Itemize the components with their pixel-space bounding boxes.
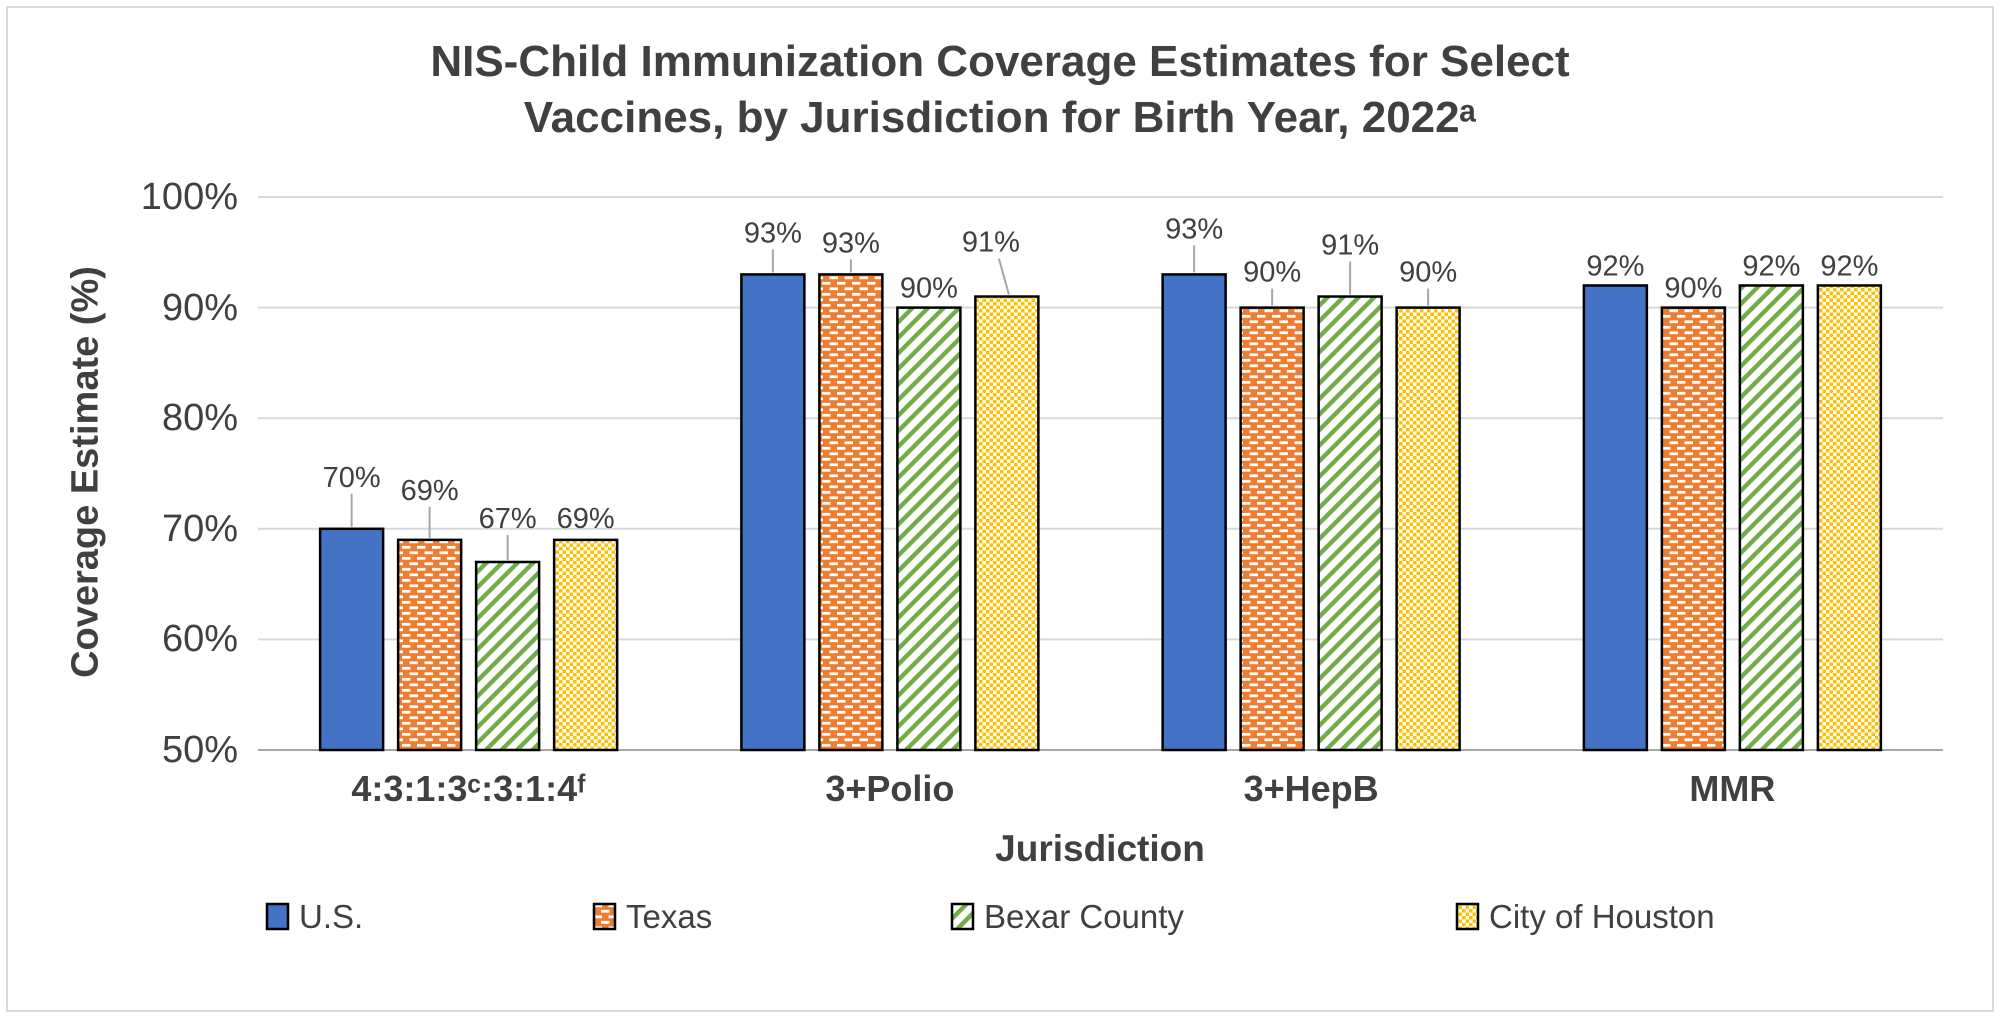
data-label: 93% bbox=[822, 227, 880, 259]
legend-label: Bexar County bbox=[984, 898, 1184, 935]
bar-city-of-houston-cat2 bbox=[974, 295, 1040, 752]
legend-item-city-of-houston: City of Houston bbox=[1455, 898, 1715, 935]
data-label: 70% bbox=[323, 462, 381, 494]
legend-label: City of Houston bbox=[1489, 898, 1715, 935]
chart-title-line2: Vaccines, by Jurisdiction for Birth Year… bbox=[523, 93, 1477, 142]
y-tick-label: 90% bbox=[161, 286, 238, 329]
data-label: 67% bbox=[479, 503, 537, 535]
bar-u-s--cat4 bbox=[1582, 284, 1649, 752]
bar-bexar-county-cat1 bbox=[474, 560, 541, 752]
bar-bexar-county-cat2 bbox=[896, 306, 962, 752]
y-tick-label: 100% bbox=[140, 176, 238, 218]
bar-u-s--cat1 bbox=[318, 527, 385, 752]
y-tick-label: 60% bbox=[161, 618, 238, 661]
bar-city-of-houston-cat3 bbox=[1395, 306, 1461, 752]
data-label: 69% bbox=[401, 475, 459, 507]
bar-texas-cat2 bbox=[818, 273, 884, 752]
data-label-leader-line bbox=[997, 258, 1010, 295]
x-category-label: MMR bbox=[1689, 768, 1776, 809]
legend-swatch-icon bbox=[265, 902, 290, 931]
y-tick-label: 80% bbox=[161, 397, 238, 440]
bar-bexar-county-cat3 bbox=[1317, 295, 1383, 752]
legend-label: Texas bbox=[626, 898, 713, 935]
data-label: 69% bbox=[557, 503, 615, 535]
legend-item-texas: Texas bbox=[592, 898, 713, 935]
legend-swatch-icon bbox=[1455, 902, 1480, 931]
data-label: 92% bbox=[1742, 250, 1800, 282]
bar-city-of-houston-cat1 bbox=[552, 538, 619, 752]
bar-texas-cat1 bbox=[396, 538, 463, 752]
bar-texas-cat3 bbox=[1239, 306, 1305, 752]
x-category-label: 3+HepB bbox=[1243, 768, 1379, 809]
legend-label: U.S. bbox=[299, 898, 364, 935]
legend-item-bexar-county: Bexar County bbox=[950, 898, 1184, 935]
legend-swatch-icon bbox=[950, 902, 975, 931]
data-label: 93% bbox=[1165, 213, 1223, 245]
bar-u-s--cat2 bbox=[740, 273, 806, 752]
data-label: 90% bbox=[1243, 257, 1301, 289]
bar-u-s--cat3 bbox=[1161, 273, 1227, 752]
data-label: 90% bbox=[1664, 273, 1722, 305]
chart-title: NIS-Child Immunization Coverage Estimate… bbox=[0, 34, 2000, 146]
x-axis-title: Jurisdiction bbox=[995, 828, 1205, 869]
x-category-label: 3+Polio bbox=[825, 768, 955, 809]
bar-city-of-houston-cat4 bbox=[1816, 284, 1883, 752]
plot-area: 70% 69%67% 69%93% 93%90%91% 93%90%91%90% 92%9… bbox=[258, 196, 1943, 752]
x-category-label: 4:3:1:3ᶜ:3:1:4ᶠ bbox=[351, 768, 586, 809]
legend-item-u-s-: U.S. bbox=[265, 898, 364, 935]
chart-title-line1: NIS-Child Immunization Coverage Estimate… bbox=[430, 37, 1570, 86]
bar-texas-cat4 bbox=[1660, 306, 1727, 752]
data-label: 90% bbox=[900, 273, 958, 305]
y-tick-label: 50% bbox=[161, 729, 238, 771]
data-label: 90% bbox=[1399, 257, 1457, 289]
data-label: 91% bbox=[1321, 230, 1379, 262]
legend-swatch-icon bbox=[592, 902, 617, 931]
y-tick-label: 70% bbox=[161, 507, 238, 550]
data-label: 93% bbox=[744, 217, 802, 249]
data-label: 92% bbox=[1586, 250, 1644, 282]
data-label: 92% bbox=[1820, 250, 1878, 282]
data-label: 91% bbox=[962, 227, 1020, 259]
bar-bexar-county-cat4 bbox=[1738, 284, 1805, 752]
